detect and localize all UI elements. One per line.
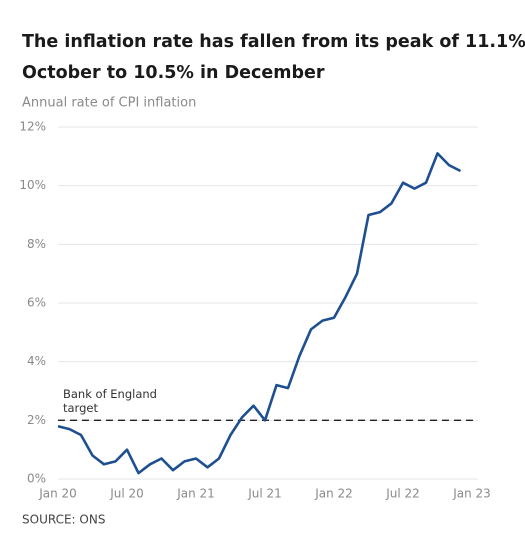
x-tick-label: Jan 20	[38, 487, 77, 501]
y-tick-label: 10%	[19, 178, 46, 192]
subtitle: Annual rate of CPI inflation	[22, 96, 196, 111]
x-tick-label: Jan 23	[452, 487, 491, 501]
y-tick-label: 4%	[27, 354, 46, 368]
source: SOURCE: ONS	[22, 513, 105, 527]
y-tick-label: 2%	[27, 413, 46, 427]
y-tick-label: 6%	[27, 296, 46, 310]
y-tick-label: 0%	[27, 472, 46, 486]
x-tick-label: Jan 21	[176, 487, 215, 501]
x-tick-label: Jul 21	[247, 487, 282, 501]
reference-label: Bank of England	[63, 387, 157, 401]
data-line	[57, 152, 462, 475]
reference-label: target	[63, 401, 98, 415]
x-tick-label: Jul 20	[109, 487, 144, 501]
y-tick-label: 12%	[19, 120, 46, 134]
x-tick-label: Jul 22	[385, 487, 420, 501]
chart-title: The inflation rate has fallen from its p…	[22, 32, 525, 52]
chart-title: October to 10.5% in December	[22, 63, 325, 83]
x-tick-label: Jan 22	[314, 487, 353, 501]
y-tick-label: 8%	[27, 237, 46, 251]
